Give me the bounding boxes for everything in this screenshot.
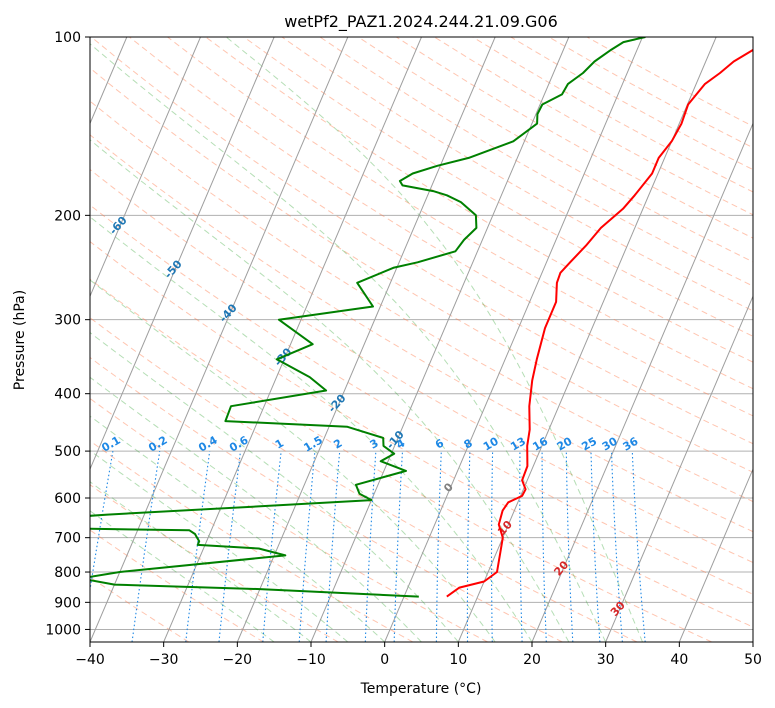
moist-adiabat: [90, 415, 386, 642]
mixing-ratio-line: [218, 451, 242, 642]
mixing-ratio-line: [631, 451, 646, 642]
x-tick-label: 20: [523, 652, 541, 668]
isotherm-label: 40: [664, 639, 684, 659]
mixing-ratio-line: [262, 451, 282, 642]
y-tick-label: 900: [54, 595, 81, 611]
x-tick-label: 0: [380, 652, 389, 668]
isotherm-line: [163, 37, 422, 642]
dry-adiabat: [90, 134, 753, 533]
x-tick-label: −10: [296, 652, 326, 668]
isotherm-line: [90, 37, 275, 471]
moist-adiabat: [90, 331, 459, 642]
moist-adiabat: [90, 139, 570, 642]
isotherm-line: [236, 37, 496, 642]
plot-frame: [89, 36, 754, 643]
moist-adiabat: [90, 43, 607, 642]
moist-adiabat: [90, 279, 496, 642]
dry-adiabat: [90, 37, 753, 445]
x-tick-label: 40: [670, 652, 688, 668]
x-tick-label: 10: [449, 652, 467, 668]
mixing-ratio-line: [90, 451, 114, 594]
isotherm-line: [678, 467, 753, 642]
y-tick-label: 600: [54, 491, 81, 507]
dry-adiabat: [243, 37, 753, 337]
y-tick-label: 500: [54, 444, 81, 460]
y-tick-label: 700: [54, 531, 81, 547]
dewpoint-profile: [90, 37, 646, 598]
dry-adiabat: [129, 37, 753, 417]
dry-adiabat: [90, 529, 264, 642]
x-tick-label: −20: [223, 652, 253, 668]
y-tick-label: 800: [54, 565, 81, 581]
isotherm-line: [310, 37, 570, 642]
dry-adiabat: [90, 278, 712, 642]
dry-adiabat: [90, 168, 753, 564]
mixing-ratio-line: [131, 451, 161, 642]
isotherm-line: [605, 295, 753, 642]
isotherm-line: [90, 37, 349, 642]
dry-adiabat: [90, 317, 638, 642]
y-tick-label: 200: [54, 208, 81, 224]
moist-adiabat: [90, 510, 275, 642]
dry-adiabat: [281, 37, 753, 312]
y-tick-label: 100: [54, 30, 81, 46]
x-tick-label: −30: [149, 652, 179, 668]
y-tick-label: 1000: [45, 622, 81, 638]
isotherm-line: [90, 37, 201, 298]
x-axis-label: Temperature (°C): [360, 681, 482, 697]
x-tick-label: −40: [75, 652, 105, 668]
dry-adiabat: [90, 241, 753, 628]
dry-adiabat: [90, 204, 753, 595]
mixing-ratio-line: [185, 451, 211, 642]
dry-adiabat: [90, 397, 488, 642]
y-tick-label: 300: [54, 313, 81, 329]
dry-adiabat: [90, 356, 563, 642]
x-tick-label: 30: [597, 652, 615, 668]
moist-adiabat: [90, 481, 312, 642]
temperature-profile: [446, 48, 753, 598]
isotherm-line: [531, 122, 753, 642]
isotherm-line: [384, 37, 643, 642]
y-axis-label: Pressure (hPa): [12, 290, 28, 390]
chart-title: wetPf2_PAZ1.2024.244.21.09.G06: [284, 12, 558, 32]
dry-adiabat: [90, 484, 339, 642]
y-tick-label: 400: [54, 387, 81, 403]
mixing-ratio-line: [298, 451, 316, 642]
dry-adiabat: [90, 100, 753, 503]
moist-adiabat: [90, 216, 533, 642]
moist-adiabat: [225, 37, 643, 642]
x-tick-label: 50: [744, 652, 762, 668]
